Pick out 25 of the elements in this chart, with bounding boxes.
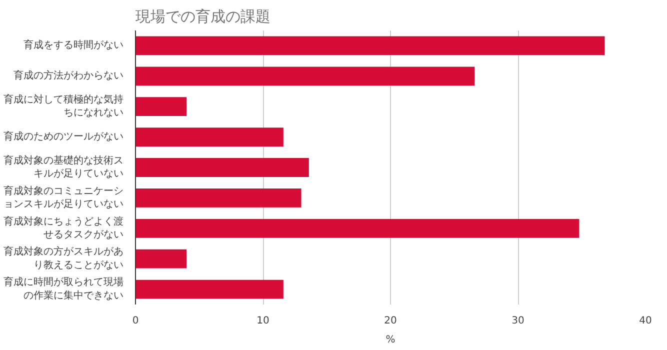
y-tick-label: 育成対象の方がスキルがあり教えることがない	[4, 246, 124, 271]
bar	[136, 128, 284, 146]
x-tick-label: 40	[639, 316, 652, 326]
chart-title: 現場での育成の課題	[136, 8, 270, 26]
x-tick-label: 20	[384, 316, 397, 326]
y-tick-label: 育成のためのツールがない	[4, 130, 124, 143]
bar	[136, 249, 186, 268]
y-tick-label: 育成対象の基礎的な技術スキルが足りていない	[4, 154, 124, 180]
y-tick-label: 育成対象にちょうどよく渡せるタスクがない	[4, 215, 124, 240]
bar	[136, 66, 475, 86]
bar	[136, 188, 302, 208]
bar	[136, 97, 186, 116]
bar	[136, 280, 284, 299]
y-tick-label: 育成の方法がわからない	[14, 70, 124, 82]
y-tick-label: 育成をする時間がない	[24, 39, 124, 52]
y-tick-label: 育成に対して積極的な気持ちになれない	[4, 94, 124, 119]
y-tick-label: 育成に時間が取られて現場の作業に集中できない	[4, 276, 124, 302]
x-tick-label: 0	[132, 316, 139, 326]
bar	[136, 218, 580, 238]
x-tick-label: 30	[512, 316, 524, 326]
bar	[136, 36, 605, 56]
x-tick-label: 10	[256, 316, 270, 326]
x-axis-title: %	[386, 334, 396, 346]
bar	[136, 158, 309, 177]
y-tick-label: 育成対象のコミュニケーションスキルが足りていない	[4, 184, 124, 210]
